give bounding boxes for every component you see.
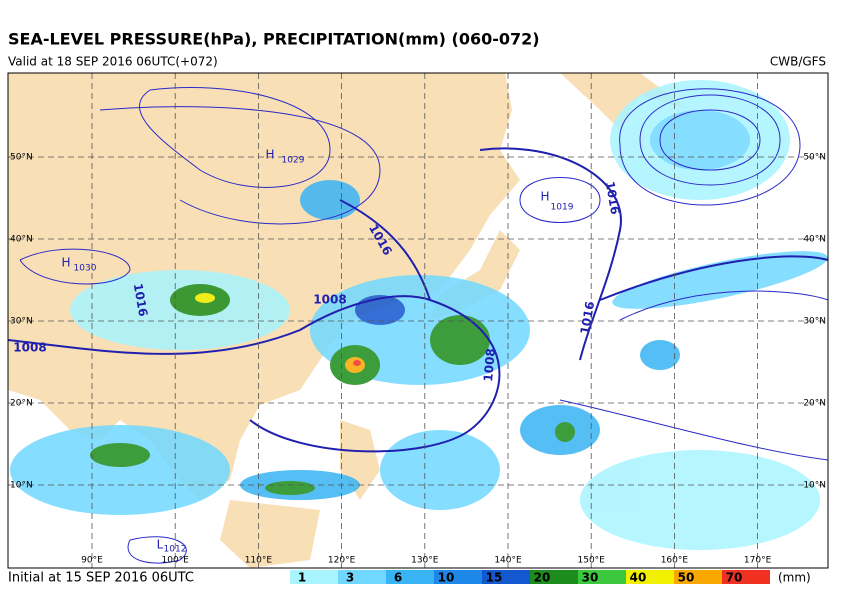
isobars bbox=[7, 87, 829, 564]
land-borneo bbox=[220, 500, 320, 568]
longitude-label: 140°E bbox=[494, 556, 522, 566]
longitude-label: 160°E bbox=[661, 556, 689, 566]
legend-level: 30 bbox=[582, 571, 599, 585]
legend-swatch bbox=[722, 570, 770, 584]
legend-level: 15 bbox=[486, 571, 503, 585]
legend-swatch bbox=[674, 570, 722, 584]
pressure-center: H bbox=[265, 148, 274, 162]
legend-level: 70 bbox=[726, 571, 743, 585]
longitude-label: 150°E bbox=[578, 556, 606, 566]
legend-level: 3 bbox=[346, 571, 354, 585]
longitude-label: 170°E bbox=[744, 556, 772, 566]
latitude-label: 50°N bbox=[10, 153, 33, 163]
legend-level: 1 bbox=[298, 571, 306, 585]
latitude-label: 30°N bbox=[10, 317, 33, 327]
latitude-label: 20°N bbox=[10, 399, 33, 409]
isobar-label: 1029 bbox=[282, 156, 305, 166]
isobar-label: 1012 bbox=[164, 545, 187, 555]
legend-unit: (mm) bbox=[778, 571, 811, 585]
longitude-label: 100°E bbox=[162, 556, 190, 566]
isobar-label: 1019 bbox=[551, 203, 574, 213]
legend-level: 10 bbox=[438, 571, 455, 585]
isobar-label: 1008 bbox=[481, 348, 498, 382]
legend-swatch bbox=[482, 570, 530, 584]
latitude-label: 50°N bbox=[803, 153, 826, 163]
legend-level: 20 bbox=[534, 571, 551, 585]
latitude-label: 40°N bbox=[803, 235, 826, 245]
isobar-label: 1008 bbox=[13, 341, 46, 355]
latitude-label: 10°N bbox=[10, 481, 33, 491]
longitude-label: 90°E bbox=[81, 556, 103, 566]
legend-swatch bbox=[578, 570, 626, 584]
source: CWB/GFS bbox=[770, 55, 826, 69]
map: 50°N 50°N 40°N 40°N 30°N 30°N 20°N 20°N 10°N 10°N… bbox=[7, 72, 829, 569]
legend-swatch bbox=[338, 570, 386, 584]
valid-time: Valid at 18 SEP 2016 06UTC(+072) bbox=[8, 55, 218, 69]
pressure-center: H bbox=[61, 256, 70, 270]
longitude-label: 110°E bbox=[245, 556, 273, 566]
legend-swatch bbox=[290, 570, 338, 584]
pressure-center: H bbox=[540, 190, 549, 204]
latitude-label: 10°N bbox=[803, 481, 826, 491]
initial-time: Initial at 15 SEP 2016 06UTC bbox=[8, 571, 194, 586]
isobar-label: 1016 bbox=[603, 180, 623, 215]
isobar-label: 1008 bbox=[313, 293, 346, 307]
longitude-label: 130°E bbox=[411, 556, 439, 566]
isobar-label: 1030 bbox=[74, 264, 97, 274]
longitude-label: 120°E bbox=[328, 556, 356, 566]
isobar-label: 1016 bbox=[578, 300, 598, 335]
legend-swatch bbox=[530, 570, 578, 584]
legend-level: 40 bbox=[630, 571, 647, 585]
latitude-label: 30°N bbox=[803, 317, 826, 327]
title: SEA-LEVEL PRESSURE(hPa), PRECIPITATION(m… bbox=[8, 30, 540, 49]
legend-level: 6 bbox=[394, 571, 402, 585]
pressure-center: L bbox=[157, 538, 164, 552]
latitude-label: 40°N bbox=[10, 235, 33, 245]
map-frame bbox=[7, 72, 829, 569]
legend-swatch bbox=[386, 570, 434, 584]
latitude-label: 20°N bbox=[803, 399, 826, 409]
legend-swatch bbox=[626, 570, 674, 584]
legend-swatch bbox=[434, 570, 482, 584]
legend-level: 50 bbox=[678, 571, 695, 585]
isobar-label: 1016 bbox=[131, 282, 151, 317]
